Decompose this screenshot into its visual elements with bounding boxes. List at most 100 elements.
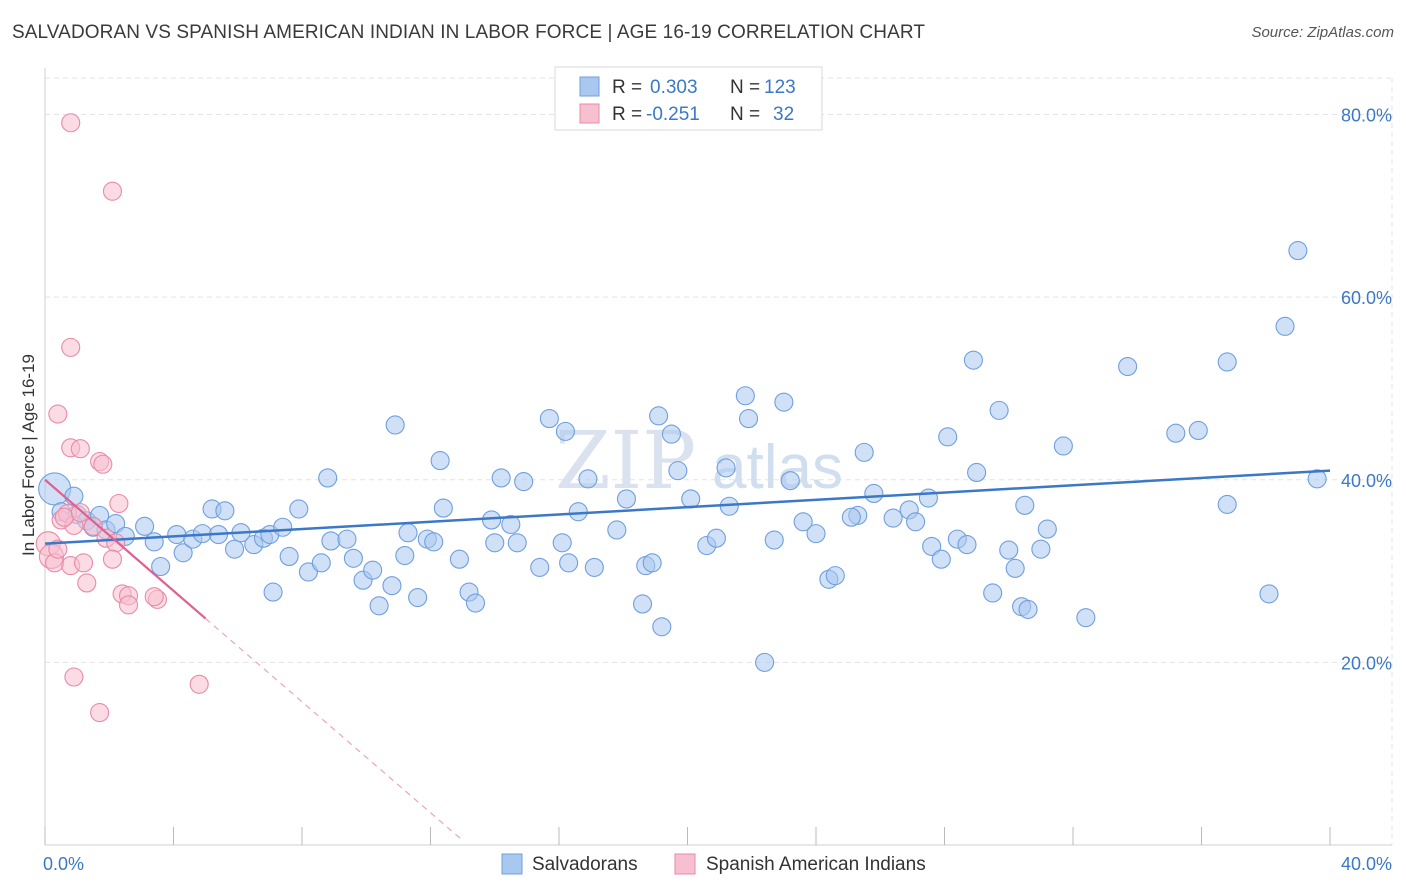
salvadorans-point [1018,599,1038,619]
chart-source: Source: ZipAtlas.com [1251,24,1394,41]
salvadorans-point [106,514,126,534]
salvadorans-point [363,560,383,580]
salvadorans-point [616,489,637,509]
salvadorans-point [681,489,701,509]
y-tick-label: 60.0% [1341,288,1392,308]
salvadorans-point [963,350,983,370]
spanish-american-indians-point [83,516,103,536]
salvadorans-point [967,462,987,483]
y-tick-label: 40.0% [1341,471,1392,491]
scatter-points [35,113,1327,723]
salvadorans-point [764,530,784,550]
salvadorans-point [449,549,469,569]
spanish-american-indians-point [144,587,164,607]
salvadorans-point [999,540,1019,560]
salvadorans-point [578,469,598,489]
legend-n-label: N = [730,104,760,125]
salvadorans-point [167,524,187,545]
chart-title: SALVADORAN VS SPANISH AMERICAN INDIAN IN… [12,22,926,43]
salvadorans-point [279,546,299,567]
salvadorans-point [382,576,402,596]
salvadorans-point [918,488,938,508]
salvadorans-point [957,535,977,555]
salvadorans-point [1118,356,1138,377]
salvadorans-point [735,386,755,406]
spanish-american-indians-point [102,549,123,569]
salvadorans-point [1037,519,1057,539]
salvadorans-point [1166,423,1186,443]
salvadorans-point [1005,558,1025,578]
spanish-american-indians-point [64,667,84,687]
legend-r-label: R = [612,104,642,125]
watermark: ZIP atlas [555,414,843,507]
salvadorans-point [706,528,726,548]
salvadorans-point [430,451,450,471]
legend-swatch-salvadorans [579,76,600,97]
salvadorans-point [1217,352,1237,372]
salvadorans-point [491,468,511,488]
legend-n-value-spanish-american-indians: 32 [773,104,794,125]
salvadorans-point [514,472,534,492]
salvadorans-point [906,512,926,532]
trend-line-salvadorans [44,469,1331,545]
legend-r-value-spanish-american-indians: -0.251 [646,104,700,125]
salvadorans-point [1188,420,1208,441]
legend-n-value-salvadorans: 123 [764,77,796,98]
salvadorans-point [135,516,155,536]
salvadorans-point [642,553,662,573]
salvadorans-point [568,502,588,522]
salvadorans-point [716,458,736,478]
salvadorans-point [661,424,681,444]
salvadorans-point [343,548,363,568]
salvadorans-point [173,543,193,563]
salvadorans-point [144,532,164,552]
salvadorans-point [424,532,444,552]
bottom-legend-swatch-spanish-american-indians [674,853,696,875]
legend-r-value-salvadorans: 0.303 [650,77,698,98]
salvadorans-point [607,520,627,540]
salvadorans-point [465,593,486,613]
salvadorans-point [481,510,502,530]
salvadorans-point [263,582,283,602]
x-tick-label-min: 0.0% [43,854,84,874]
salvadorans-point [584,557,604,577]
y-tick-label: 80.0% [1341,106,1392,126]
salvadorans-point [337,529,357,549]
spanish-american-indians-point [70,503,90,523]
bottom-legend: Salvadorans Spanish American Indians [501,853,926,875]
salvadorans-point [151,556,171,577]
spanish-american-indians-point [189,674,209,694]
salvadorans-point [1015,495,1035,515]
trend-line-spanish-american-indians-extension [205,618,464,841]
y-tick-label: 20.0% [1341,653,1392,673]
salvadorans-point [632,594,653,614]
y-axis-title: In Labor Force | Age 16-19 [19,354,38,556]
spanish-american-indians-point [93,454,113,474]
spanish-american-indians-point [48,404,68,424]
salvadorans-point [485,533,505,553]
grid [45,77,1393,845]
salvadorans-point [1275,316,1295,336]
spanish-american-indians-point [54,507,74,527]
salvadorans-point [555,421,575,441]
salvadorans-point [369,596,389,616]
x-tick-label-max: 40.0% [1341,854,1392,874]
salvadorans-point [395,545,415,566]
salvadorans-point [552,533,572,553]
salvadorans-point [738,409,759,429]
salvadorans-point [922,536,942,556]
salvadorans-point [793,512,813,532]
salvadorans-point [501,514,521,535]
salvadorans-point [1076,608,1096,628]
bottom-legend-label-spanish-american-indians: Spanish American Indians [706,854,926,875]
spanish-american-indians-point [109,493,129,514]
salvadorans-point [780,471,800,491]
salvadorans-point [841,507,861,527]
axes [44,68,1392,846]
salvadorans-point [385,415,405,435]
salvadorans-point [989,400,1009,420]
spanish-american-indians-point [61,113,81,133]
trend-line-spanish-american-indians [44,478,207,620]
salvadorans-point [215,501,235,521]
spanish-american-indians-point [90,703,110,723]
